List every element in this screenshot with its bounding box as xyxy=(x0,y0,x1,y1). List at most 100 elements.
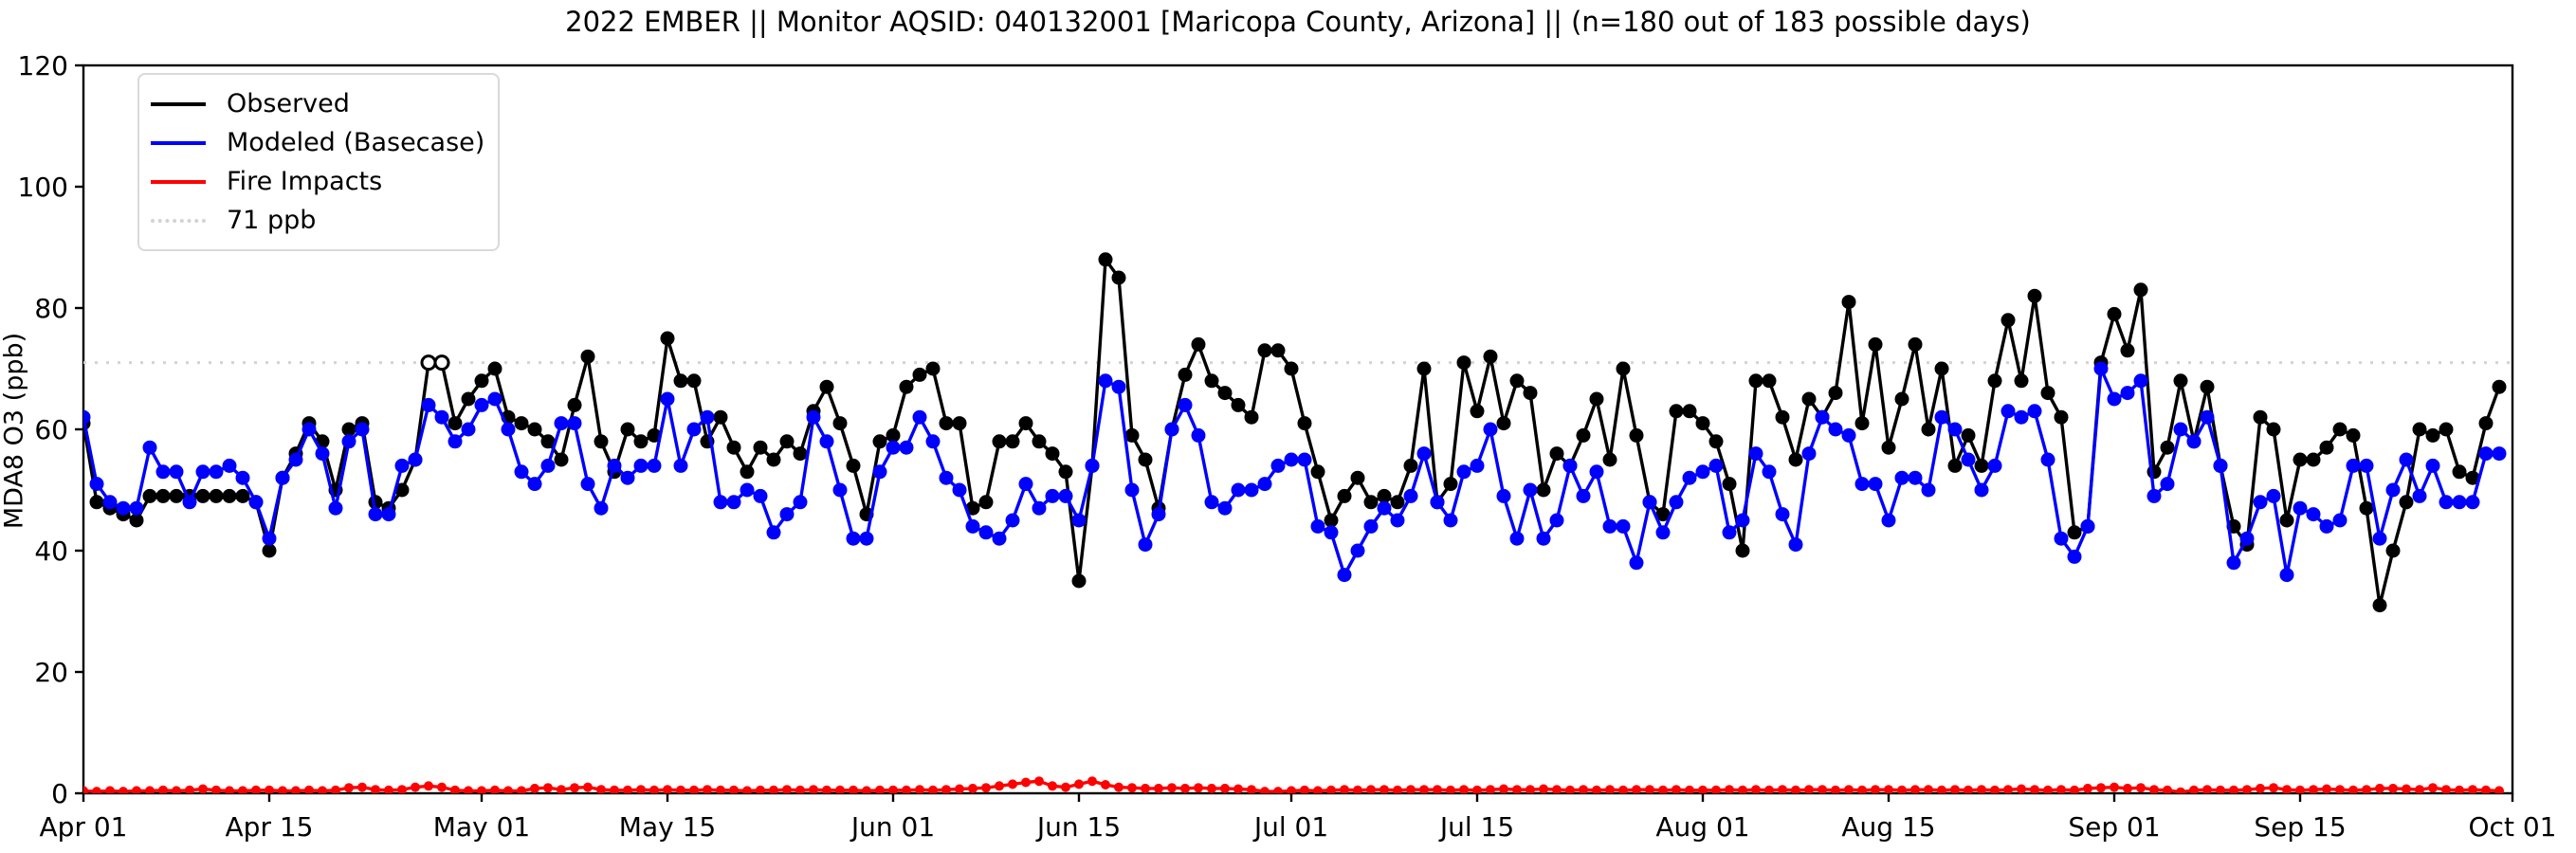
data-point xyxy=(2468,785,2477,793)
data-point xyxy=(2388,783,2398,793)
data-point xyxy=(2027,404,2042,419)
data-point xyxy=(288,452,303,467)
data-point xyxy=(278,786,287,793)
data-point xyxy=(703,785,712,793)
data-point xyxy=(1443,477,1458,492)
data-point xyxy=(195,464,210,480)
data-point xyxy=(158,785,168,793)
data-point xyxy=(1257,343,1272,358)
data-point xyxy=(2149,785,2159,793)
data-point xyxy=(411,782,420,792)
data-point xyxy=(394,458,410,473)
data-point xyxy=(1828,386,1843,401)
data-point xyxy=(806,409,821,425)
data-point xyxy=(981,783,991,793)
data-point xyxy=(1791,785,1800,793)
data-point xyxy=(2239,531,2255,546)
data-point xyxy=(225,786,234,793)
data-point xyxy=(1151,507,1166,522)
data-point xyxy=(514,464,529,480)
data-point xyxy=(2070,785,2079,793)
data-point xyxy=(2054,409,2069,425)
data-point xyxy=(1350,470,1365,485)
data-point xyxy=(686,422,702,437)
data-point xyxy=(211,785,221,793)
data-point xyxy=(596,785,606,793)
data-point xyxy=(1815,409,1830,425)
data-point xyxy=(1562,458,1578,473)
data-point xyxy=(1430,495,1445,510)
data-point xyxy=(2439,422,2454,437)
data-point xyxy=(819,434,834,449)
data-point xyxy=(1804,785,1814,793)
data-point xyxy=(809,785,818,793)
data-point xyxy=(209,488,224,503)
data-point xyxy=(1695,464,1710,480)
data-point xyxy=(2067,549,2082,564)
data-point xyxy=(1602,452,1617,467)
data-point xyxy=(872,464,887,480)
data-point xyxy=(2253,495,2268,510)
data-point xyxy=(2067,525,2082,540)
data-point xyxy=(888,785,898,793)
data-point xyxy=(2425,427,2440,443)
data-point xyxy=(132,786,141,793)
data-point xyxy=(2375,783,2384,793)
data-point xyxy=(1087,776,1097,787)
data-point xyxy=(1937,785,1946,793)
y-tick-label: 60 xyxy=(34,414,68,445)
data-point xyxy=(660,391,675,407)
data-point xyxy=(397,785,407,793)
legend-swatch-dotted-gray xyxy=(151,218,206,223)
data-point xyxy=(1881,513,1896,528)
data-point xyxy=(1748,446,1763,462)
data-point xyxy=(2173,422,2188,437)
data-point xyxy=(1669,495,1684,510)
data-point xyxy=(1682,404,1697,419)
data-point xyxy=(1711,785,1721,793)
data-point xyxy=(1602,518,1617,534)
data-point xyxy=(331,785,340,793)
data-point xyxy=(1884,785,1893,793)
data-point xyxy=(835,785,845,793)
data-point xyxy=(1377,500,1392,516)
data-point xyxy=(620,422,635,437)
data-point xyxy=(1486,785,1495,793)
data-point xyxy=(899,440,914,455)
data-point xyxy=(1045,446,1060,462)
data-point xyxy=(1379,785,1389,793)
data-point xyxy=(1924,785,1933,793)
data-point xyxy=(1894,391,1909,407)
data-point xyxy=(1178,397,1193,412)
data-point xyxy=(753,488,768,503)
data-point xyxy=(2043,785,2053,793)
data-point xyxy=(1204,495,1219,510)
data-point xyxy=(2319,518,2334,534)
data-point xyxy=(1751,785,1761,793)
data-point xyxy=(567,416,582,431)
data-point xyxy=(1801,391,1817,407)
data-point xyxy=(2173,373,2188,389)
data-point xyxy=(594,434,609,449)
legend-label: 71 ppb xyxy=(227,206,317,235)
data-point xyxy=(726,495,741,510)
data-point xyxy=(1964,785,1973,793)
data-point xyxy=(795,785,805,793)
data-point xyxy=(620,470,635,485)
data-point xyxy=(384,785,393,793)
data-point xyxy=(2385,543,2401,558)
data-point xyxy=(503,786,513,793)
data-point xyxy=(1008,779,1017,789)
data-point xyxy=(527,422,542,437)
data-point xyxy=(2309,785,2318,793)
data-point xyxy=(1297,416,1312,431)
legend-label: Observed xyxy=(227,89,350,118)
data-point xyxy=(487,361,502,376)
data-point xyxy=(2492,446,2507,462)
data-point xyxy=(2056,785,2066,793)
data-point xyxy=(915,785,924,793)
data-point xyxy=(607,458,622,473)
data-point xyxy=(1509,373,1525,389)
data-point xyxy=(965,518,980,534)
